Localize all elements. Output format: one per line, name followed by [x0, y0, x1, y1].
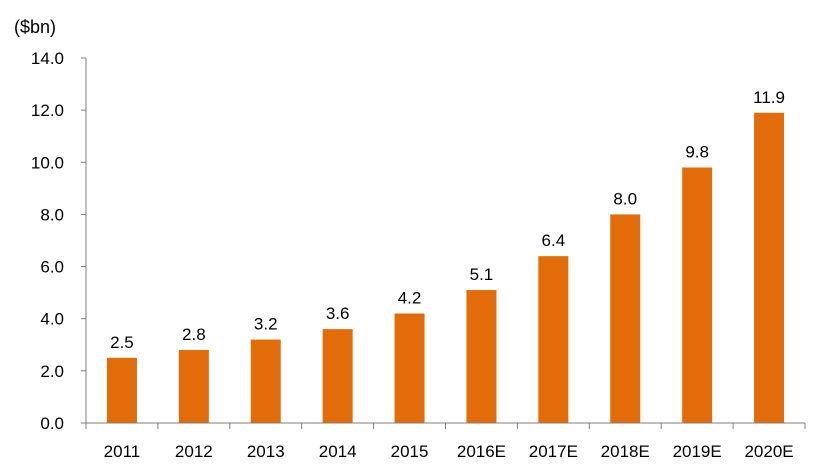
data-label-2015: 4.2 [398, 289, 422, 308]
x-tick-label-2016e: 2016E [457, 442, 506, 461]
bar-2016e [466, 290, 497, 423]
y-tick-label: 12.0 [31, 101, 64, 120]
data-label-2020e: 11.9 [753, 88, 785, 107]
y-axis-unit-label: ($bn) [14, 17, 56, 37]
data-label-2011: 2.5 [110, 333, 134, 352]
data-label-2012: 2.8 [182, 325, 206, 344]
data-label-2018e: 8.0 [613, 189, 637, 208]
x-tick-label-2012: 2012 [175, 442, 213, 461]
x-tick-label-2020e: 2020E [744, 442, 793, 461]
bar-2020e [754, 112, 785, 423]
x-tick-label-2011: 2011 [104, 442, 141, 461]
bar-2015 [394, 313, 425, 423]
y-tick-label: 6.0 [40, 258, 64, 277]
y-axis-ticks: 0.0 2.0 4.0 6.0 8.0 10.0 12.0 14.0 [31, 49, 86, 433]
y-tick-label: 4.0 [40, 310, 64, 329]
x-tick-label-2015: 2015 [391, 442, 429, 461]
x-tick-label-2014: 2014 [319, 442, 357, 461]
data-label-2016e: 5.1 [470, 265, 494, 284]
x-tick-label-2017e: 2017E [529, 442, 578, 461]
x-tick-label-2013: 2013 [247, 442, 285, 461]
bars-group [106, 112, 785, 423]
x-axis-ticks: 2011 2012 2013 2014 2015 2016E 2017E 2018E 2019E… [85, 423, 806, 461]
y-tick-label: 8.0 [40, 205, 64, 224]
data-label-2019e: 9.8 [685, 143, 709, 162]
data-label-2014: 3.6 [326, 304, 350, 323]
y-tick-label: 0.0 [40, 414, 64, 433]
y-tick-label: 10.0 [31, 153, 64, 172]
bar-2018e [610, 214, 641, 423]
bar-2013 [250, 339, 281, 423]
data-label-2017e: 6.4 [542, 231, 566, 250]
bar-2012 [178, 350, 209, 423]
y-tick-label: 14.0 [31, 49, 64, 68]
bar-2019e [682, 167, 713, 423]
bar-2014 [322, 329, 353, 423]
data-labels-group: 2.5 2.8 3.2 3.6 4.2 5.1 6.4 8.0 9.8 11.9 [110, 88, 785, 352]
bar-2017e [538, 256, 569, 423]
y-tick-label: 2.0 [40, 362, 64, 381]
x-tick-label-2018e: 2018E [601, 442, 650, 461]
bar-2011 [106, 357, 137, 423]
x-tick-label-2019e: 2019E [673, 442, 722, 461]
data-label-2013: 3.2 [254, 315, 278, 334]
